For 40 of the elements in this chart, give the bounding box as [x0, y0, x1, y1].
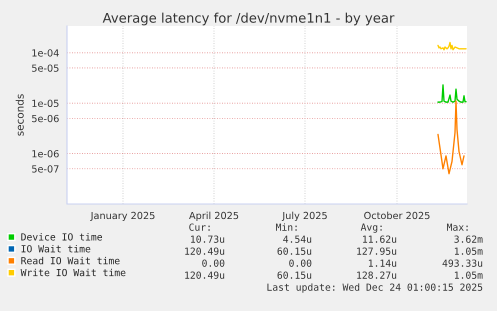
text: 1.05m [454, 271, 483, 279]
text: 128.27u [357, 271, 396, 279]
chart-title: Average latency for /dev/nvme1n1 - by year [102, 12, 394, 26]
text: 60.15u [278, 247, 312, 255]
legend-label: Write IO Wait time [20, 268, 126, 276]
y-tick-label: 1e-04 [32, 49, 59, 57]
text: 11.62u [363, 235, 396, 243]
text: Last update: Wed Dec 24 01:00:15 2025 [267, 283, 482, 293]
text: 60.15u [278, 271, 312, 279]
text: 1.05m [454, 247, 483, 255]
legend-label: Read IO Wait time [21, 256, 120, 264]
y-tick-label: 1e-06 [32, 150, 59, 158]
line-series [437, 42, 467, 50]
x-tick-label: July 2025 [282, 212, 327, 222]
text: 0.00 [202, 259, 224, 267]
y-tick-label: 5e-06 [32, 114, 59, 122]
text: Max: [446, 224, 468, 231]
text: 127.95u [357, 247, 396, 255]
x-tick-label: January 2025 [90, 212, 154, 222]
text: 10.73u [191, 235, 224, 243]
y-tick-label: 5e-07 [32, 165, 59, 173]
text: 1.14u [368, 260, 396, 267]
line-series [437, 100, 465, 174]
legend-label: Device IO time [21, 233, 102, 241]
text: 4.54u [283, 236, 312, 243]
text: 493.33u [442, 259, 482, 267]
text: 120.49u [185, 247, 224, 255]
text: Min: [276, 223, 297, 231]
legend-label: IO Wait time [22, 244, 90, 252]
text: 0.00 [289, 259, 312, 267]
text: Cur: [189, 223, 210, 231]
text: Avg: [360, 224, 382, 233]
y-tick-label: 5e-05 [32, 64, 59, 72]
x-tick-label: October 2025 [364, 212, 430, 220]
x-tick-label: April 2025 [189, 212, 238, 222]
text: 3.62m [454, 235, 483, 243]
y-tick-label: 1e-05 [32, 100, 59, 108]
y-axis-title: seconds [16, 94, 24, 136]
text: 120.49u [185, 271, 224, 279]
line-series [437, 84, 467, 103]
